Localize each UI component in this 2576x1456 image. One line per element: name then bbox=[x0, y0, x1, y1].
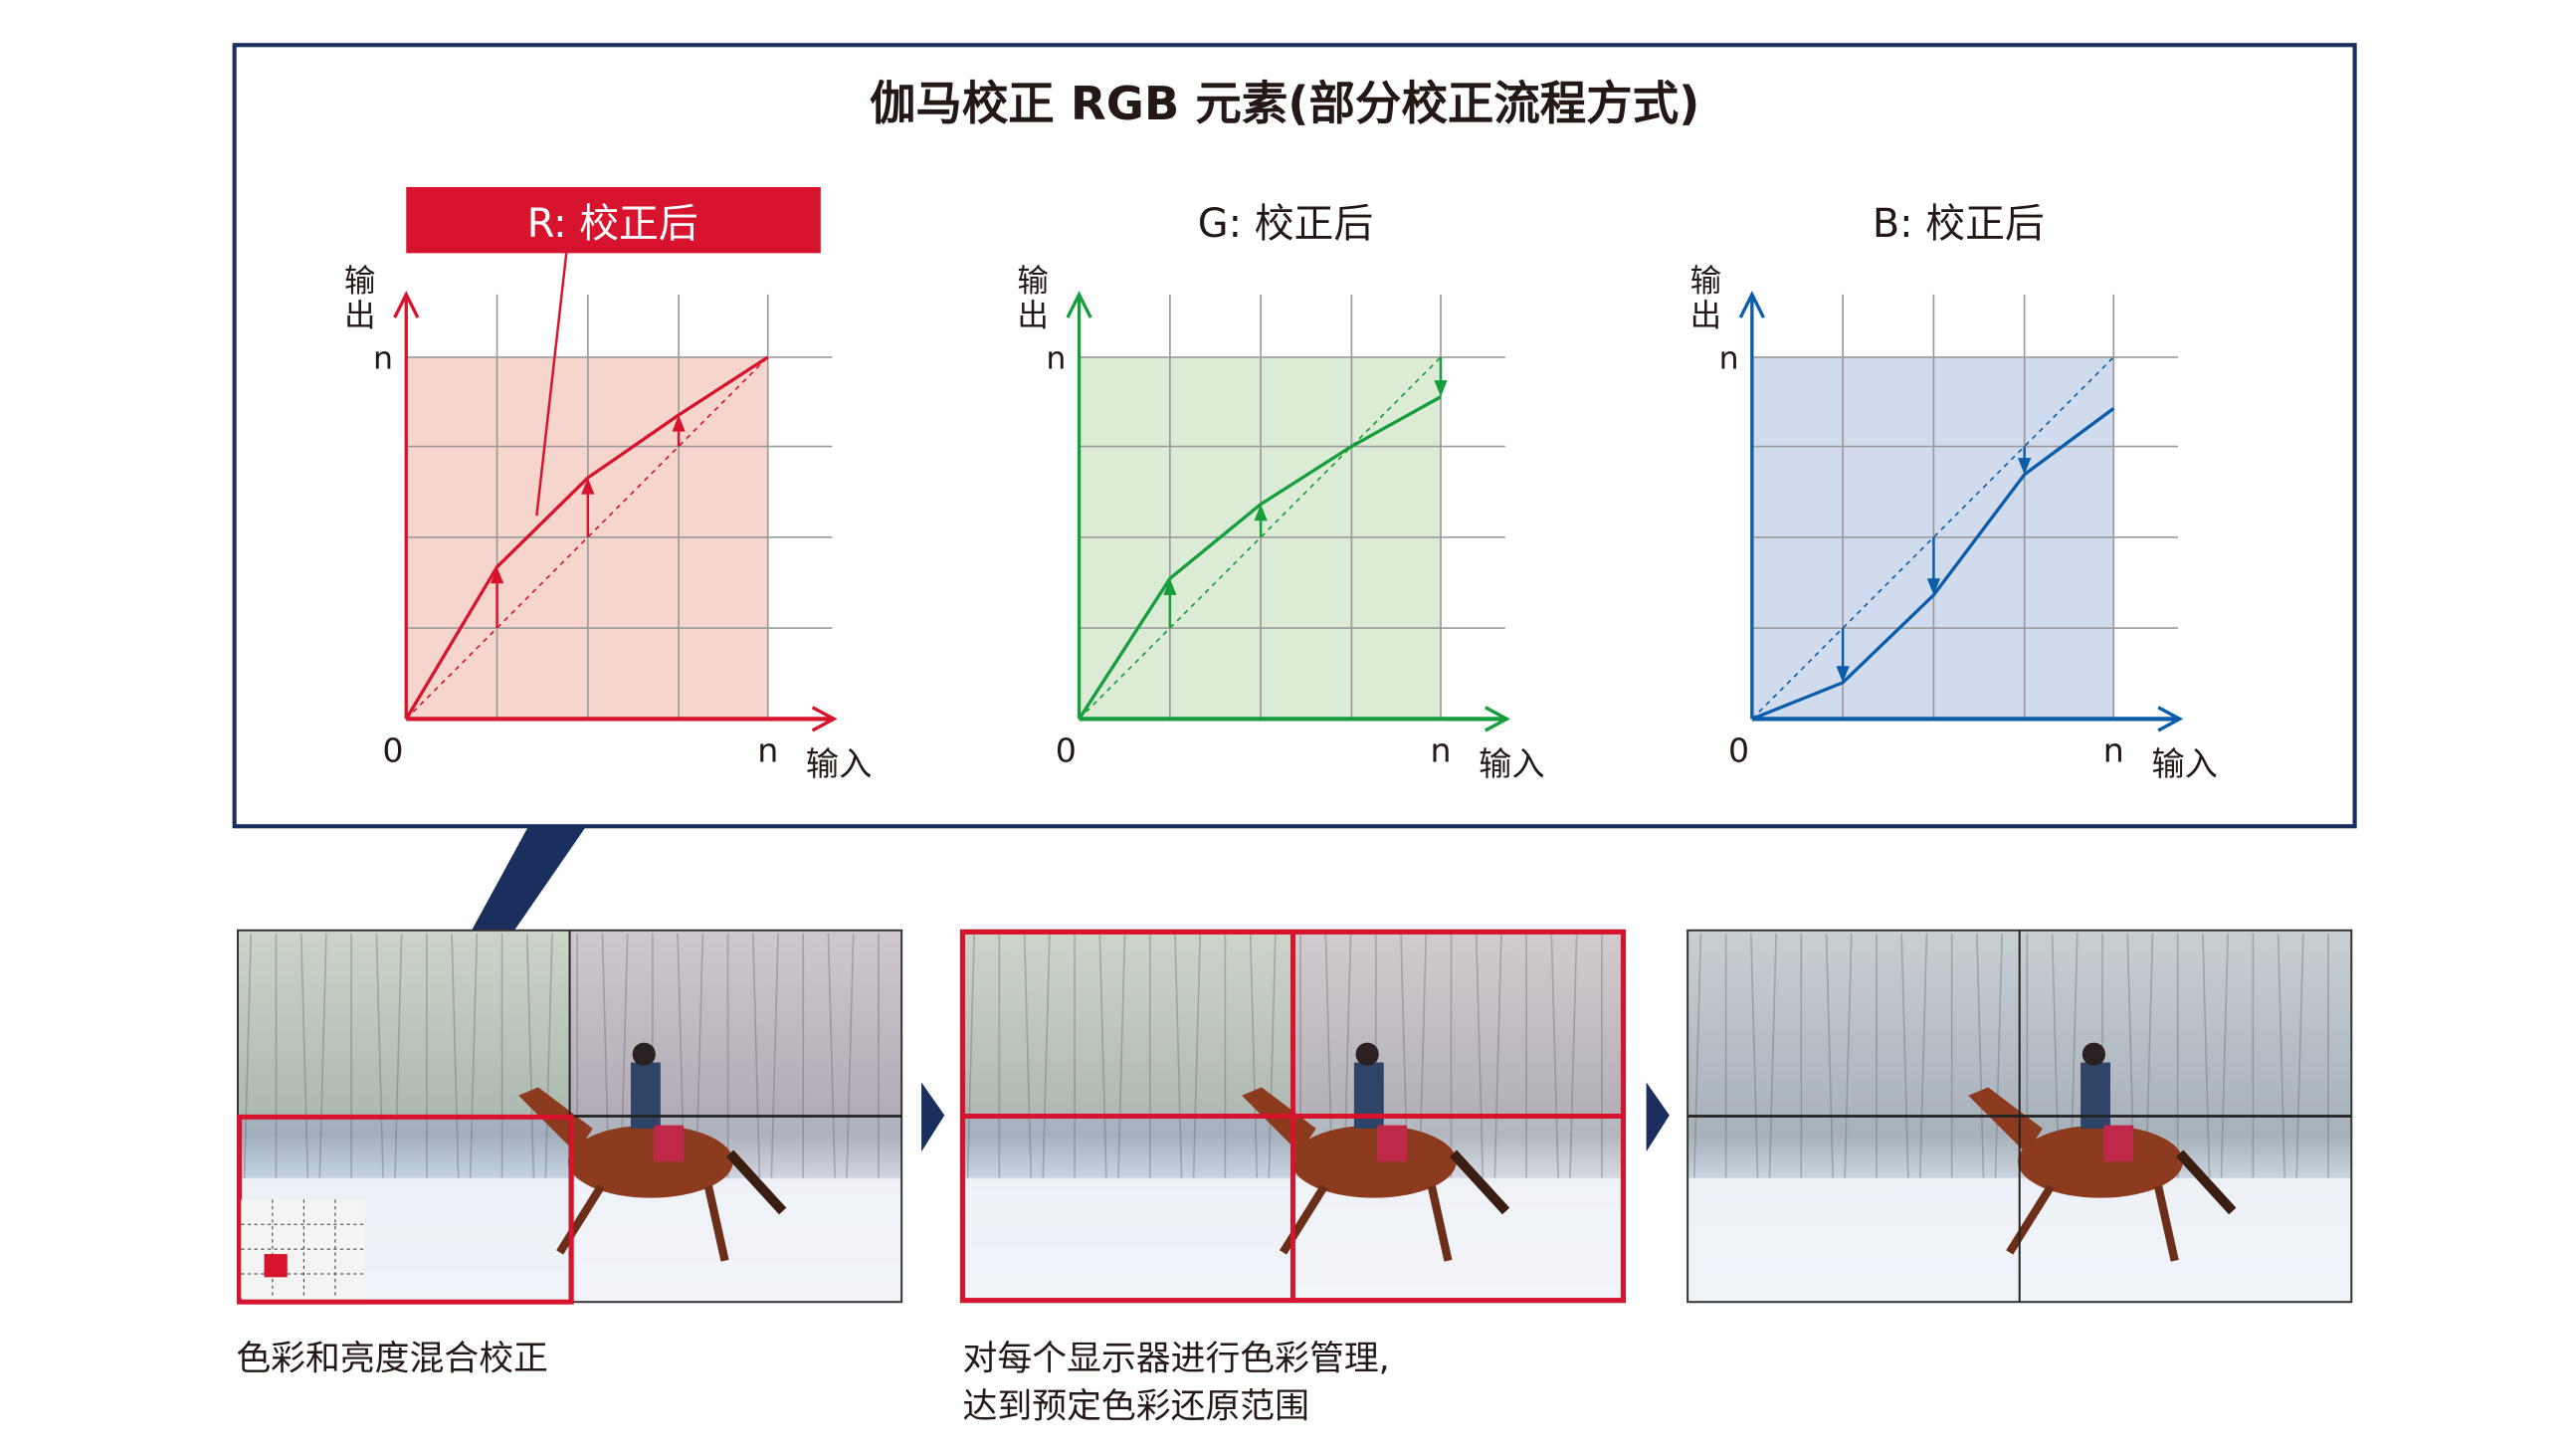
arrowhead-icon bbox=[1926, 578, 1941, 595]
y-axis-label: 输 bbox=[1017, 264, 1049, 300]
x-max-label: n bbox=[1430, 731, 1451, 770]
y-axis-label: 输 bbox=[1690, 264, 1722, 300]
y-max-label: n bbox=[1719, 341, 1739, 377]
chevron-right-icon bbox=[921, 1082, 945, 1152]
origin-label: 0 bbox=[1056, 731, 1077, 770]
selected-display-highlight bbox=[237, 1114, 574, 1305]
diagram-title: 伽马校正 RGB 元素(部分校正流程方式) bbox=[870, 77, 1699, 130]
x-axis-arrow-icon bbox=[1485, 706, 1510, 732]
selected-pixel bbox=[264, 1254, 288, 1278]
rider bbox=[1353, 1062, 1384, 1129]
linear-reference-line bbox=[405, 356, 769, 720]
x-axis-arrow-icon bbox=[2157, 706, 2184, 732]
horse bbox=[2018, 1125, 2184, 1198]
arrowhead-icon bbox=[1254, 504, 1268, 521]
highlight-label-box bbox=[406, 186, 821, 254]
x-axis-label: 输入 bbox=[806, 744, 872, 783]
arrowhead-icon bbox=[490, 566, 504, 584]
x-max-label: n bbox=[2103, 731, 2124, 770]
pixel-grid-inset bbox=[241, 1199, 365, 1299]
horse bbox=[567, 1125, 733, 1198]
x-max-label: n bbox=[757, 731, 778, 770]
caption-panel2-line1: 对每个显示器进行色彩管理, bbox=[963, 1339, 1390, 1378]
arrowhead-icon bbox=[672, 415, 686, 432]
arrowhead-icon bbox=[581, 478, 595, 495]
horse bbox=[1290, 1125, 1457, 1198]
x-axis-label: 输入 bbox=[2151, 744, 2217, 783]
y-axis-arrow-icon bbox=[393, 291, 420, 318]
chart-label: G: 校正后 bbox=[1198, 201, 1373, 247]
y-max-label: n bbox=[1046, 341, 1066, 377]
caption-panel2-line2: 达到预定色彩还原范围 bbox=[963, 1386, 1309, 1426]
rider bbox=[630, 1062, 661, 1129]
y-axis-label: 出 bbox=[344, 298, 376, 333]
label-leader-line bbox=[535, 253, 568, 517]
linear-reference-line bbox=[1751, 356, 2114, 720]
arrowhead-icon bbox=[2018, 458, 2032, 475]
origin-label: 0 bbox=[382, 731, 403, 770]
y-axis-label: 输 bbox=[344, 264, 376, 300]
arrowhead-icon bbox=[1434, 380, 1448, 397]
display-wall-photo-1 bbox=[236, 929, 903, 1305]
origin-label: 0 bbox=[1728, 731, 1749, 770]
linear-reference-line bbox=[1078, 356, 1442, 720]
y-axis-label: 出 bbox=[1690, 298, 1722, 333]
arrowhead-icon bbox=[1163, 578, 1177, 595]
y-axis-label: 出 bbox=[1017, 298, 1049, 333]
y-max-label: n bbox=[373, 341, 393, 377]
display-wall-photo-3 bbox=[1686, 929, 2353, 1304]
rider bbox=[2081, 1062, 2110, 1129]
x-axis-arrow-icon bbox=[811, 706, 838, 732]
chevron-right-icon bbox=[1646, 1082, 1670, 1152]
caption-panel1: 色彩和亮度混合校正 bbox=[236, 1339, 548, 1378]
chart-label: B: 校正后 bbox=[1873, 201, 2045, 247]
chart-label: R: 校正后 bbox=[527, 201, 698, 247]
y-axis-arrow-icon bbox=[1066, 291, 1092, 318]
arrowhead-icon bbox=[1836, 666, 1850, 683]
display-wall-photo-2 bbox=[959, 929, 1627, 1304]
x-axis-label: 输入 bbox=[1479, 744, 1544, 783]
y-axis-arrow-icon bbox=[1738, 291, 1765, 318]
